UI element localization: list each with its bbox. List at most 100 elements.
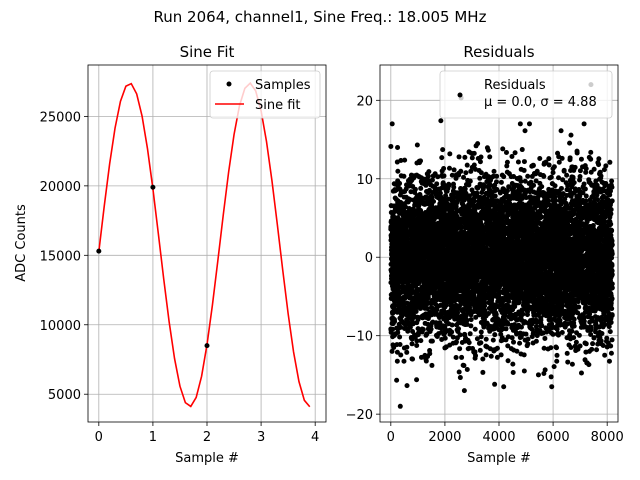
residual-point (466, 340, 472, 346)
residual-point (493, 311, 499, 317)
residual-point (478, 329, 484, 335)
residual-point (425, 173, 431, 179)
residual-point (401, 358, 407, 364)
residual-point (397, 334, 403, 340)
residual-point (404, 344, 410, 350)
residual-point (451, 184, 457, 190)
residual-point (520, 311, 526, 317)
residual-point (431, 199, 437, 205)
residual-point (449, 329, 455, 335)
residual-point (492, 381, 498, 387)
residual-point (404, 349, 410, 355)
residual-point (461, 174, 467, 180)
residual-point (453, 354, 459, 360)
residual-point (490, 337, 496, 343)
residual-point (478, 340, 484, 346)
residual-point (510, 369, 516, 375)
residual-point (514, 348, 520, 354)
residual-point (458, 168, 464, 174)
legend-samples-label: Samples (255, 78, 311, 93)
residual-point (451, 167, 457, 173)
residual-point (498, 179, 504, 185)
residual-point (483, 336, 489, 342)
residual-point (402, 157, 408, 163)
residual-point (461, 388, 467, 394)
residual-point (398, 158, 404, 164)
sine-fit-y-tick-label: 15000 (40, 249, 81, 264)
residual-point (483, 352, 489, 358)
residual-point (467, 331, 473, 337)
residual-point (394, 358, 400, 364)
residual-point (467, 178, 473, 184)
sample-point (204, 343, 210, 349)
sine-fit-grid (88, 65, 326, 422)
residual-point (394, 349, 400, 355)
residual-point (481, 324, 487, 330)
residual-point (414, 142, 420, 148)
residual-point (521, 167, 527, 173)
residual-point (469, 155, 475, 161)
residual-point (407, 324, 413, 330)
residual-point (434, 181, 440, 187)
residual-point (449, 322, 455, 328)
sine-fit-y-tick-label: 5000 (48, 388, 81, 403)
residual-point (501, 384, 507, 390)
residual-point (423, 358, 429, 364)
sine-fit-x-tick-label: 4 (311, 430, 319, 445)
residual-point (388, 143, 394, 149)
residual-point (517, 340, 523, 346)
sine-fit-x-tick-label: 2 (203, 430, 211, 445)
figure-suptitle: Run 2064, channel1, Sine Freq.: 18.005 M… (154, 8, 487, 26)
residual-point (429, 362, 435, 368)
sine-fit-xlabel: Sample # (175, 451, 239, 466)
residual-point (407, 197, 413, 203)
residual-point (475, 141, 481, 147)
residuals-panel: Residuals 0 2000 4000 6000 8000 −20−1001020 … (346, 43, 624, 466)
residual-point (487, 154, 493, 160)
sine-fit-y-tick-label: 20000 (40, 180, 81, 195)
residual-point (505, 358, 511, 364)
residual-point (501, 174, 507, 180)
residual-point (395, 329, 401, 335)
residual-point (412, 186, 418, 192)
residual-point (477, 159, 483, 165)
residual-point (462, 186, 468, 192)
residual-point (473, 353, 479, 359)
residual-point (492, 332, 498, 338)
residual-point (471, 150, 477, 156)
legend-samples-marker (226, 81, 232, 87)
residual-point (477, 347, 483, 353)
sine-fit-x-tick-label: 3 (257, 430, 265, 445)
residual-point (509, 335, 515, 341)
residual-point (459, 354, 465, 360)
residual-point (478, 154, 484, 160)
residual-point (503, 326, 509, 332)
residual-point (463, 170, 469, 176)
residual-point (491, 168, 497, 174)
residual-point (418, 185, 424, 191)
sine-fit-ylabel: ADC Counts (14, 204, 29, 282)
residual-point (392, 319, 398, 324)
residual-point (401, 173, 407, 179)
residual-point (418, 158, 424, 164)
residual-point (410, 356, 416, 362)
legend-sine-fit-label: Sine fit (255, 98, 301, 113)
sine-fit-x-tick-label: 0 (95, 430, 103, 445)
residual-point (468, 323, 474, 329)
residual-point (441, 173, 447, 179)
residual-point (398, 352, 404, 358)
residual-point (456, 369, 462, 375)
residual-point (478, 334, 484, 340)
residual-point (480, 369, 486, 375)
sample-point (150, 184, 156, 190)
residual-point (446, 183, 452, 189)
residual-point (488, 353, 494, 359)
sample-point (96, 248, 102, 254)
residual-point (482, 303, 488, 309)
residual-point (480, 356, 486, 362)
sine-fit-title: Sine Fit (180, 43, 235, 61)
residual-point (519, 147, 525, 153)
sine-fit-line (98, 81, 311, 408)
